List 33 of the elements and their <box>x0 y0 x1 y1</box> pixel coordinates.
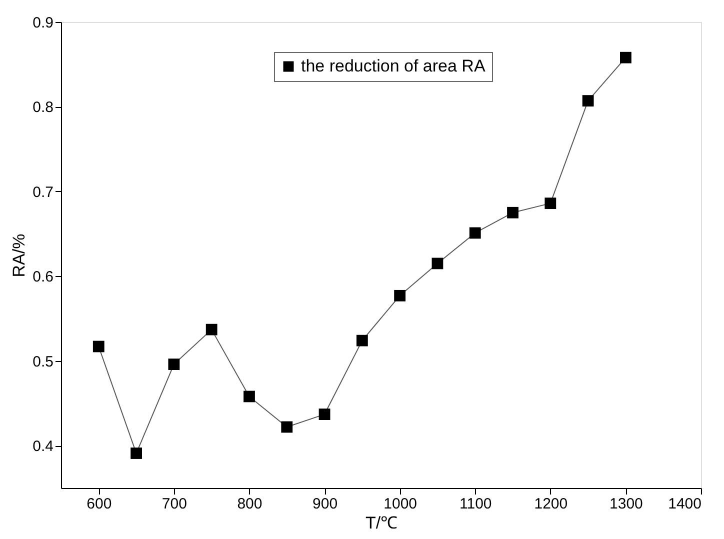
y-tick-label: 0.4 <box>32 438 54 456</box>
point <box>318 408 330 420</box>
point <box>130 448 142 459</box>
y-tick-label: 0.8 <box>32 99 54 116</box>
point <box>92 340 104 352</box>
point <box>206 324 218 336</box>
y-tick-label: 0.6 <box>32 268 54 286</box>
x-axis-title: T/℃ <box>365 514 398 532</box>
point <box>544 198 556 210</box>
x-tick-label: 900 <box>312 496 338 512</box>
point <box>168 358 180 370</box>
point <box>394 290 406 302</box>
x-tick-label: 600 <box>86 496 112 512</box>
point <box>244 390 255 402</box>
point <box>469 227 481 239</box>
y-axis-title: RA/% <box>10 234 29 278</box>
x-tick-label: 1200 <box>534 496 568 512</box>
x-tick-label: 1400 <box>668 496 702 512</box>
point <box>620 52 632 64</box>
x-tick-label: 800 <box>237 496 262 512</box>
x-tick-label: 1100 <box>459 496 492 512</box>
point <box>432 258 444 270</box>
point <box>281 421 293 433</box>
x-tick-label: 1000 <box>384 496 418 512</box>
x-tick-label: 700 <box>162 496 187 512</box>
y-tick-label: 0.7 <box>32 184 54 201</box>
y-tick-label: 0.9 <box>32 14 54 32</box>
point <box>507 206 518 218</box>
legend-label: the reduction of area RA <box>301 56 486 76</box>
x-tick-label: 1300 <box>610 496 643 512</box>
point <box>356 334 368 346</box>
point <box>582 95 594 106</box>
y-tick-label: 0.5 <box>32 353 54 370</box>
